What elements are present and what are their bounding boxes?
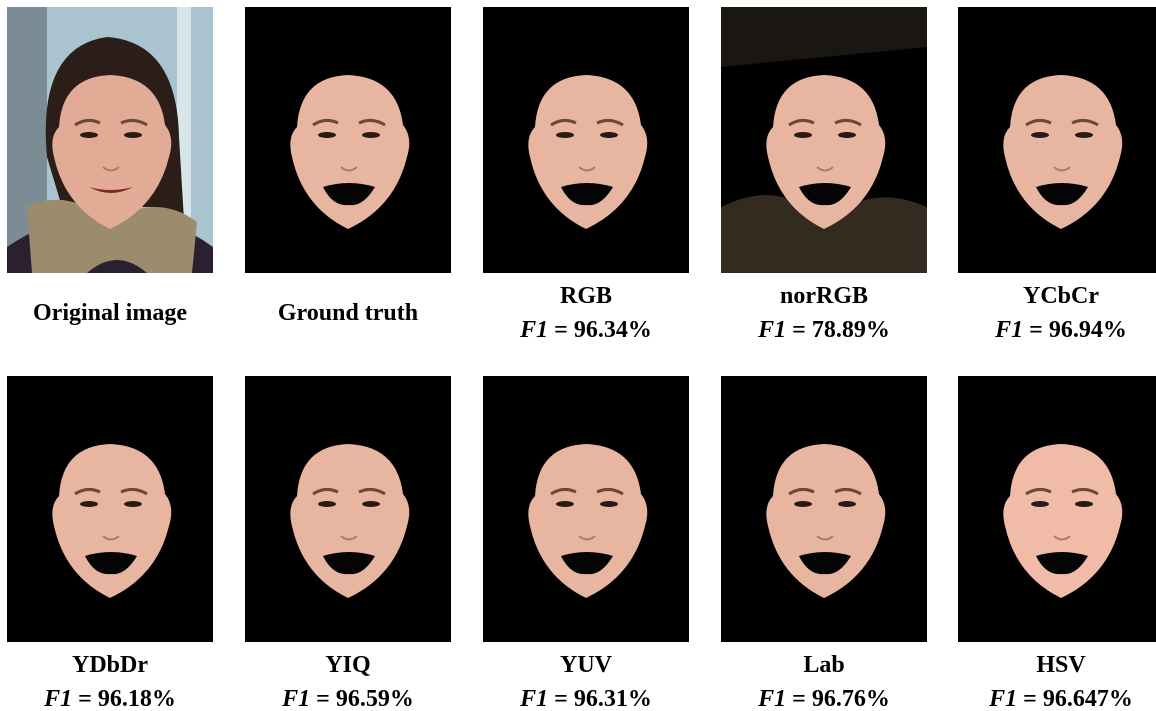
f1-line: F1= 96.31% xyxy=(463,682,709,711)
f1-name: F1 xyxy=(282,686,310,711)
panel-image xyxy=(245,7,451,273)
eye xyxy=(600,501,618,507)
f1-value: = 96.94% xyxy=(1029,317,1127,343)
panel-image xyxy=(958,376,1156,642)
eye xyxy=(318,501,336,507)
panel: YIQF1= 96.59% xyxy=(245,376,451,642)
f1-name: F1 xyxy=(44,686,72,711)
panel-image xyxy=(721,7,927,273)
method-label: YDbDr xyxy=(0,648,233,682)
method-label: Original image xyxy=(0,296,233,330)
caption: Original image xyxy=(0,296,233,330)
panel-image xyxy=(721,376,927,642)
panel-image xyxy=(483,7,689,273)
f1-name: F1 xyxy=(989,686,1017,711)
eye xyxy=(838,501,856,507)
f1-value: = 78.89% xyxy=(792,317,890,343)
eye xyxy=(124,501,142,507)
f1-line: F1= 96.76% xyxy=(701,682,947,711)
eye xyxy=(362,501,380,507)
eye xyxy=(838,132,856,138)
f1-name: F1 xyxy=(520,317,548,343)
f1-name: F1 xyxy=(995,317,1023,343)
eye xyxy=(556,132,574,138)
method-label: YIQ xyxy=(225,648,471,682)
f1-name: F1 xyxy=(520,686,548,711)
method-label: YCbCr xyxy=(938,279,1156,313)
eye xyxy=(794,132,812,138)
f1-value: = 96.18% xyxy=(78,686,176,711)
panel-image xyxy=(7,7,213,273)
f1-line: F1= 96.94% xyxy=(938,313,1156,347)
caption: LabF1= 96.76% xyxy=(701,648,947,711)
eye xyxy=(80,132,98,138)
f1-value: = 96.76% xyxy=(792,686,890,711)
panel: YUVF1= 96.31% xyxy=(483,376,689,642)
caption: Ground truth xyxy=(225,296,471,330)
method-label: Lab xyxy=(701,648,947,682)
eye xyxy=(600,132,618,138)
method-label: YUV xyxy=(463,648,709,682)
f1-line: F1= 96.18% xyxy=(0,682,233,711)
method-label: Ground truth xyxy=(225,296,471,330)
f1-value: = 96.31% xyxy=(554,686,652,711)
f1-value: = 96.34% xyxy=(554,317,652,343)
eye xyxy=(1075,132,1093,138)
f1-name: F1 xyxy=(758,686,786,711)
f1-name: F1 xyxy=(758,317,786,343)
eye xyxy=(1075,501,1093,507)
eye xyxy=(80,501,98,507)
f1-value: = 96.647% xyxy=(1023,686,1133,711)
f1-line: F1= 96.59% xyxy=(225,682,471,711)
eye xyxy=(362,132,380,138)
eye xyxy=(318,132,336,138)
panel-image xyxy=(958,7,1156,273)
eye xyxy=(794,501,812,507)
eye xyxy=(1031,501,1049,507)
panel-image xyxy=(245,376,451,642)
method-label: RGB xyxy=(463,279,709,313)
figure: Original imageGround truthRGBF1= 96.34%n… xyxy=(0,0,1156,711)
f1-line: F1= 96.34% xyxy=(463,313,709,347)
f1-value: = 96.59% xyxy=(316,686,414,711)
eye xyxy=(1031,132,1049,138)
eye xyxy=(124,132,142,138)
method-label: norRGB xyxy=(701,279,947,313)
f1-line: F1= 96.647% xyxy=(938,682,1156,711)
panel: Original image xyxy=(7,7,213,273)
eye xyxy=(556,501,574,507)
panel-image xyxy=(483,376,689,642)
f1-line: F1= 78.89% xyxy=(701,313,947,347)
panel-image xyxy=(7,376,213,642)
method-label: HSV xyxy=(938,648,1156,682)
panel: Ground truth xyxy=(245,7,451,273)
